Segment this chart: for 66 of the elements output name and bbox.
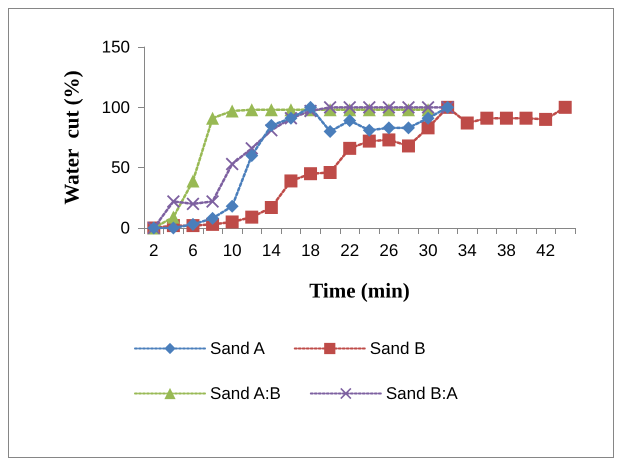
point: [422, 100, 435, 114]
point: [206, 194, 220, 208]
x-tick-label: 2: [149, 241, 159, 260]
point: [402, 121, 415, 134]
x-tick-label: 22: [340, 241, 360, 260]
point: [402, 139, 415, 152]
point: [166, 222, 180, 234]
point: [480, 112, 494, 125]
x-tick-label: 34: [458, 241, 477, 260]
point: [402, 100, 415, 114]
point: [304, 167, 318, 180]
point: [343, 142, 356, 155]
point: [500, 112, 513, 125]
point: [166, 210, 180, 224]
point: [186, 174, 200, 188]
point: [362, 100, 376, 114]
y-tick-label: 150: [102, 38, 130, 56]
point: [284, 174, 298, 188]
point: [206, 112, 220, 125]
point: [460, 116, 474, 130]
point: [226, 200, 239, 213]
point: [539, 112, 552, 126]
point: [520, 112, 533, 125]
point: [304, 100, 318, 114]
x-tick-label: 14: [262, 241, 281, 260]
point: [324, 100, 337, 114]
point: [245, 149, 258, 162]
point: [226, 215, 239, 228]
point: [166, 194, 180, 208]
point: [324, 124, 337, 138]
point: [422, 121, 435, 134]
point: [382, 121, 396, 134]
legend-label: Sand B: [370, 339, 426, 358]
point: [382, 133, 396, 146]
y-tick-label: 0: [120, 218, 130, 238]
x-tick-label: 6: [188, 241, 198, 260]
point: [186, 197, 200, 210]
point: [343, 114, 356, 128]
x-tick-label: 26: [379, 241, 398, 260]
legend-label: Sand A:B: [210, 384, 281, 403]
point: [264, 118, 278, 132]
point: [558, 100, 572, 114]
point: [264, 200, 278, 214]
point: [206, 212, 220, 225]
y-tick-label: 50: [111, 158, 130, 178]
y-axis-title: Water cut (%): [60, 70, 84, 205]
legend-label: Sand A: [210, 339, 266, 358]
x-tick-label: 18: [301, 241, 320, 260]
x-tick-label: 38: [496, 241, 516, 260]
x-tick-label: 10: [222, 241, 242, 260]
point: [226, 104, 239, 118]
x-axis-title: Time (min): [309, 278, 410, 302]
point: [382, 100, 396, 114]
point: [245, 210, 258, 224]
point: [343, 100, 356, 114]
point: [362, 124, 376, 137]
point: [324, 166, 337, 179]
point: [422, 112, 435, 125]
point: [264, 103, 278, 116]
x-tick-label: 30: [418, 241, 438, 260]
y-tick-label: 100: [102, 98, 130, 117]
legend-label: Sand B:A: [386, 384, 458, 403]
point: [362, 134, 376, 148]
point: [245, 103, 258, 116]
x-tick-label: 42: [536, 241, 556, 260]
point: [226, 158, 239, 171]
